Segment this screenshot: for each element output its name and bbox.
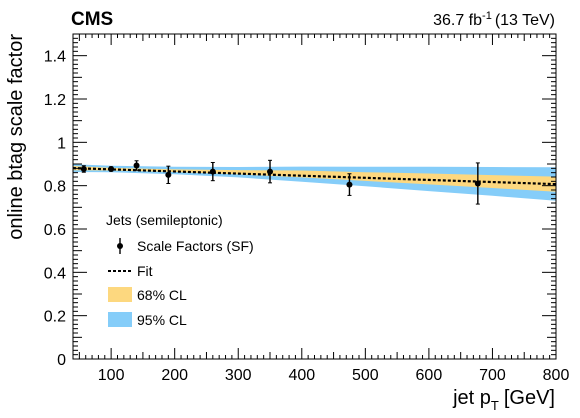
lumi-label: 36.7 fb-1 (13 TeV)	[433, 10, 555, 29]
y-tick-label: 1	[57, 135, 66, 152]
y-axis-label: online btag scale factor	[5, 34, 27, 240]
lumi-exponent: -1	[482, 10, 492, 22]
legend-marker-point	[117, 243, 123, 249]
x-axis-label: jet pT [GeV]	[452, 387, 555, 413]
data-point	[267, 168, 274, 175]
x-tick-label: 600	[416, 367, 443, 384]
scale-factor-points	[80, 159, 481, 205]
legend-swatch-95cl	[108, 312, 132, 327]
y-tick-label: 0.2	[44, 309, 66, 326]
y-tick-label: 0.8	[44, 179, 66, 196]
x-axis-label-main: jet p	[452, 387, 491, 409]
x-tick-label: 800	[543, 367, 570, 384]
x-tick-label: 200	[161, 367, 188, 384]
legend-swatch-68cl	[108, 287, 132, 302]
data-point	[209, 168, 216, 175]
x-tick-label: 500	[352, 367, 379, 384]
data-point	[80, 165, 87, 172]
y-tick-label: 1.4	[44, 49, 66, 66]
data-point	[474, 180, 481, 187]
x-tick-label: 400	[288, 367, 315, 384]
x-axis-ticks: 100 200 300 400 500 600 700 800	[78, 34, 570, 384]
y-axis-ticks: 0 0.2 0.4 0.6 0.8 1 1.2 1.4	[44, 33, 556, 369]
fit-line	[72, 167, 557, 186]
data-point	[133, 162, 140, 169]
x-axis-label-unit: [GeV]	[504, 387, 555, 409]
data-point	[165, 171, 172, 178]
x-tick-label: 300	[225, 367, 252, 384]
x-tick-label: 100	[98, 367, 125, 384]
legend-label-68cl: 68% CL	[137, 287, 187, 303]
legend-label-scale-factors: Scale Factors (SF)	[137, 238, 254, 254]
lumi-energy: (13 TeV)	[495, 12, 555, 29]
x-tick-label: 700	[479, 367, 506, 384]
legend-label-fit: Fit	[137, 263, 153, 279]
legend: Jets (semileptonic) Scale Factors (SF) F…	[106, 212, 254, 328]
x-axis-label-subscript: T	[491, 398, 499, 413]
y-tick-label: 0	[57, 352, 66, 369]
lumi-value: 36.7 fb	[433, 12, 482, 29]
data-point	[346, 181, 353, 188]
y-tick-label: 0.6	[44, 222, 66, 239]
band-95cl	[73, 164, 556, 201]
plot-frame	[72, 33, 557, 360]
fit-line-group	[72, 167, 557, 186]
legend-label-95cl: 95% CL	[137, 312, 187, 328]
y-tick-label: 0.4	[44, 265, 66, 282]
experiment-label: CMS	[71, 9, 113, 30]
data-point	[108, 165, 115, 172]
y-tick-label: 1.2	[44, 92, 66, 109]
legend-title: Jets (semileptonic)	[106, 212, 223, 228]
